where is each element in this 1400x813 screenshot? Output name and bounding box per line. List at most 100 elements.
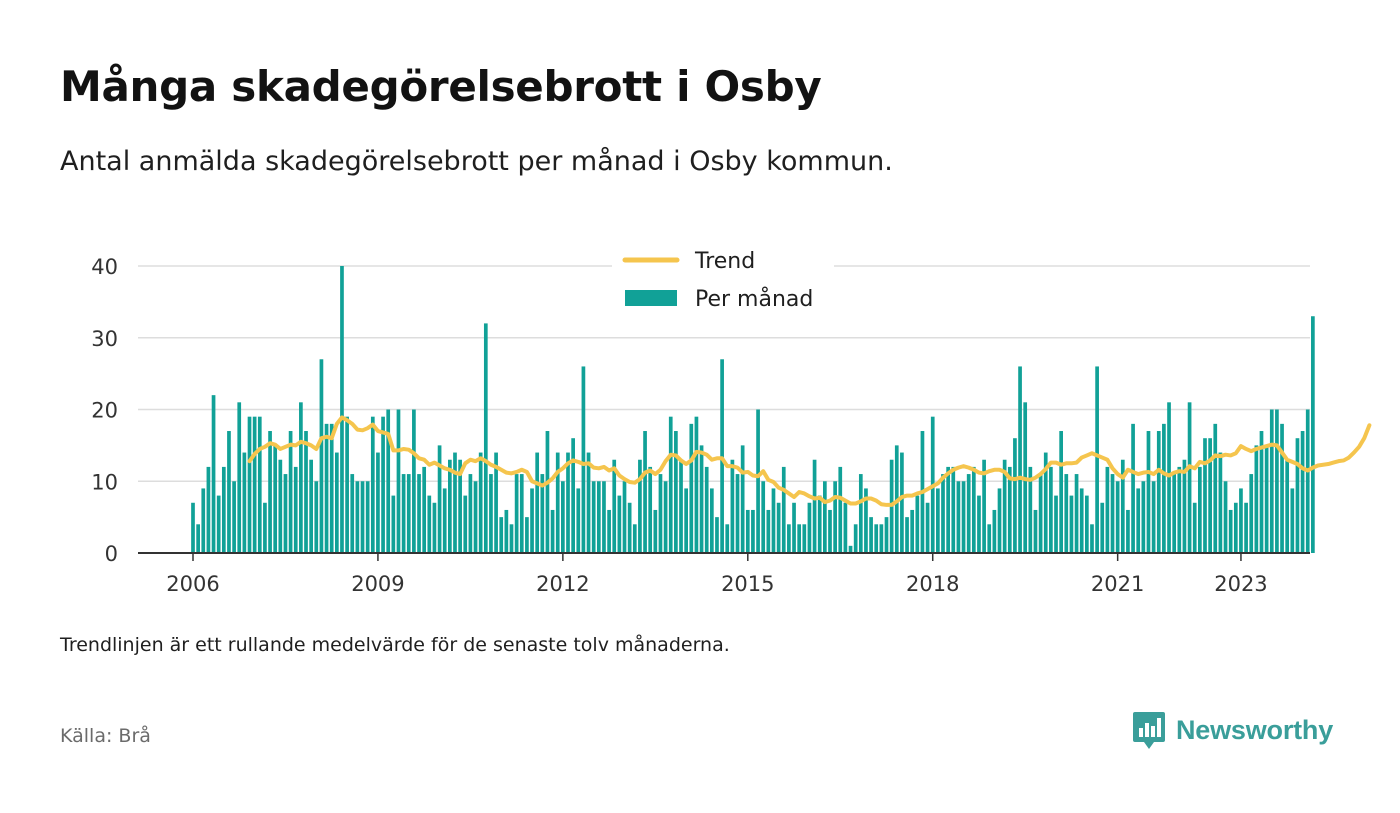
y-tick-label: 0 bbox=[105, 542, 118, 566]
bar bbox=[458, 459, 462, 553]
bar bbox=[977, 495, 981, 553]
bar bbox=[663, 481, 668, 553]
bar bbox=[1244, 502, 1248, 553]
bar bbox=[314, 481, 319, 553]
bar bbox=[1033, 509, 1038, 553]
bar bbox=[365, 481, 370, 553]
bar bbox=[1002, 459, 1007, 553]
bar bbox=[391, 495, 396, 553]
bar bbox=[905, 517, 909, 554]
bar bbox=[740, 445, 745, 554]
bar bbox=[299, 402, 303, 553]
newsworthy-logo-icon bbox=[1133, 712, 1165, 749]
legend: Trend Per månad bbox=[612, 240, 834, 320]
bar bbox=[422, 466, 427, 553]
bar bbox=[1013, 438, 1017, 553]
bar bbox=[1007, 466, 1012, 553]
bar bbox=[853, 524, 858, 553]
bar bbox=[1167, 402, 1171, 553]
bar bbox=[247, 416, 252, 553]
bar bbox=[216, 495, 221, 553]
bar bbox=[1172, 474, 1177, 553]
bar bbox=[879, 524, 884, 553]
bar bbox=[406, 474, 411, 553]
bar bbox=[735, 474, 740, 553]
bar bbox=[550, 509, 555, 553]
bar bbox=[324, 423, 329, 553]
bar bbox=[237, 402, 242, 553]
bar bbox=[566, 452, 570, 553]
bar bbox=[982, 459, 986, 553]
bar bbox=[1223, 481, 1228, 553]
x-tick-label: 2012 bbox=[536, 572, 589, 596]
bar bbox=[499, 517, 504, 554]
bar bbox=[586, 452, 591, 553]
brand-logo[interactable]: Newsworthy bbox=[1132, 710, 1333, 750]
bar bbox=[1254, 445, 1259, 554]
bar bbox=[1192, 502, 1197, 553]
x-tick-label: 2018 bbox=[906, 572, 959, 596]
bar bbox=[345, 416, 349, 553]
bar bbox=[1275, 409, 1279, 553]
bar bbox=[468, 474, 473, 553]
bar bbox=[268, 431, 272, 553]
bar bbox=[823, 481, 827, 553]
bar bbox=[858, 474, 863, 553]
bar bbox=[437, 445, 442, 554]
bar bbox=[350, 474, 355, 553]
bar bbox=[1049, 466, 1053, 553]
x-tick-label: 2015 bbox=[721, 572, 774, 596]
bar bbox=[196, 524, 200, 553]
bar bbox=[1259, 431, 1264, 553]
bar bbox=[730, 459, 735, 553]
x-tick-label: 2021 bbox=[1091, 572, 1144, 596]
bar bbox=[761, 481, 766, 553]
bar bbox=[751, 509, 755, 553]
bar bbox=[489, 474, 493, 553]
bar bbox=[612, 459, 617, 553]
source-label: Källa: Brå bbox=[60, 725, 151, 747]
bar bbox=[1228, 509, 1233, 553]
bar bbox=[448, 459, 452, 553]
bar bbox=[1131, 423, 1135, 553]
bar bbox=[966, 474, 971, 553]
bar bbox=[1213, 423, 1218, 553]
x-tick-label: 2006 bbox=[166, 572, 219, 596]
bar bbox=[370, 416, 375, 553]
bar bbox=[843, 502, 848, 553]
bar bbox=[1239, 488, 1243, 553]
bar bbox=[535, 452, 540, 553]
bar bbox=[1182, 459, 1187, 553]
bar bbox=[242, 452, 247, 553]
bar bbox=[1120, 459, 1125, 553]
bar bbox=[1162, 423, 1166, 553]
bar bbox=[304, 431, 308, 553]
bar bbox=[679, 459, 683, 553]
bar bbox=[1300, 431, 1305, 553]
bar bbox=[1074, 474, 1079, 553]
bar bbox=[802, 524, 807, 553]
legend-bar-label: Per månad bbox=[695, 286, 813, 312]
bar bbox=[884, 517, 889, 554]
bar bbox=[227, 431, 231, 553]
bar bbox=[596, 481, 601, 553]
bar bbox=[941, 474, 945, 553]
bar bbox=[494, 452, 498, 553]
bar bbox=[509, 524, 514, 553]
y-tick-label: 20 bbox=[91, 399, 118, 423]
bar bbox=[278, 459, 283, 553]
bar bbox=[874, 524, 879, 553]
bar bbox=[1264, 445, 1269, 554]
bar bbox=[1054, 495, 1058, 553]
bar bbox=[319, 359, 324, 553]
bar bbox=[1285, 459, 1290, 553]
bar bbox=[992, 509, 997, 553]
bar bbox=[648, 466, 653, 553]
bar bbox=[1059, 431, 1063, 553]
bar bbox=[1198, 466, 1202, 553]
bar bbox=[1218, 452, 1223, 553]
bar bbox=[745, 509, 750, 553]
bar bbox=[817, 495, 822, 553]
bar bbox=[1305, 409, 1310, 553]
bar bbox=[1249, 474, 1254, 553]
